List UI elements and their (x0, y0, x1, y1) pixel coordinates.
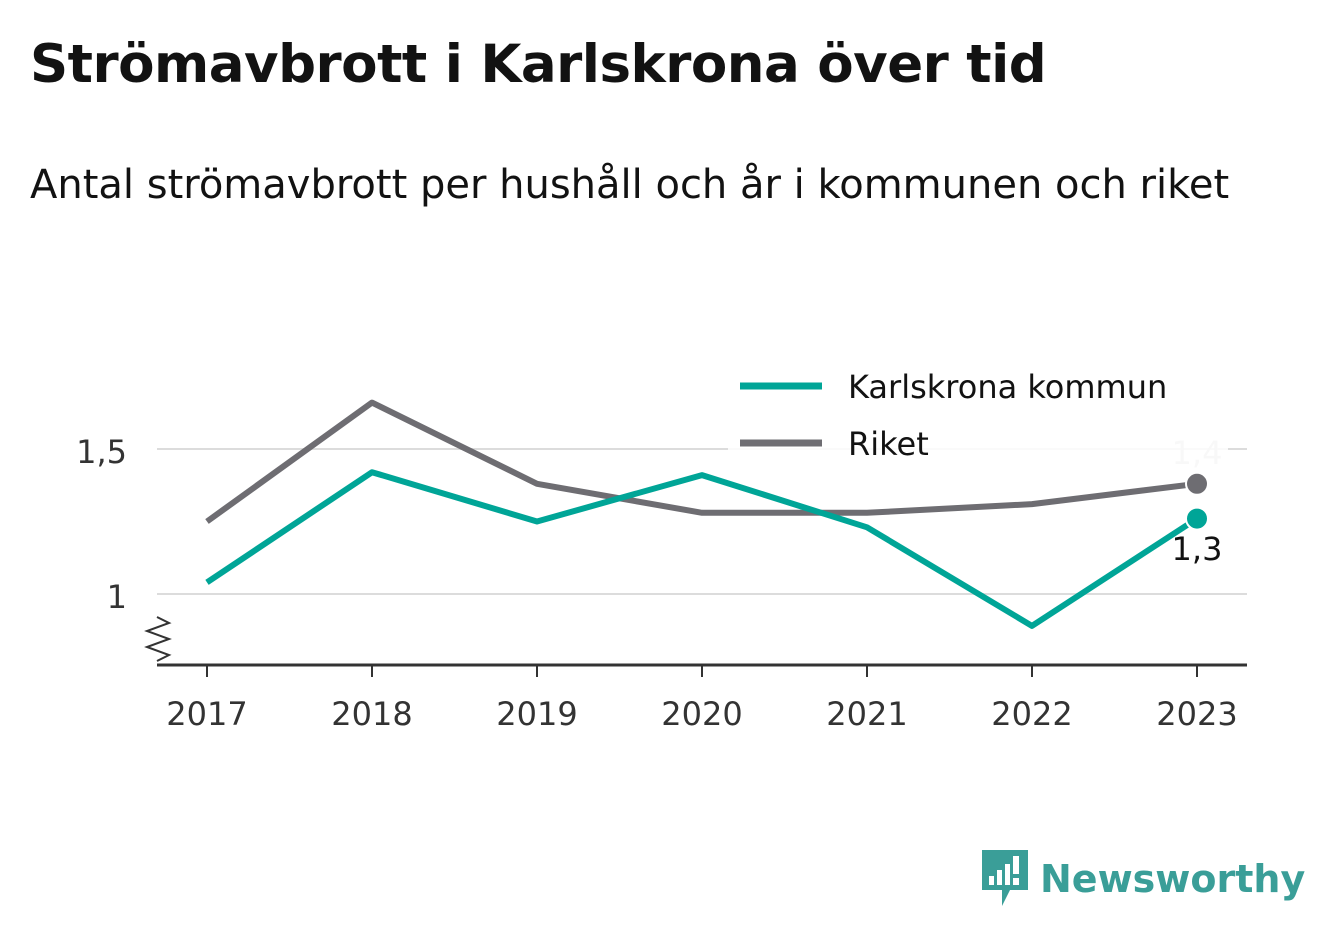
y-tick-label: 1 (107, 578, 127, 616)
chart-title: Strömavbrott i Karlskrona över tid (30, 34, 1047, 95)
brand-name: Newsworthy (1040, 857, 1306, 901)
x-tick-label: 2019 (496, 695, 577, 733)
legend-background (728, 362, 1228, 468)
y-tick-label: 1,5 (76, 433, 127, 471)
x-tick-label: 2018 (331, 695, 412, 733)
x-tick-label: 2022 (991, 695, 1072, 733)
end-point-riket (1185, 471, 1209, 496)
series-line-riket (205, 399, 1198, 524)
newsworthy-logo: Newsworthy (980, 848, 1305, 910)
legend-label: Riket (848, 425, 929, 463)
chart-subtitle: Antal strömavbrott per hushåll och år i … (30, 162, 1230, 208)
end-point-karlskrona (1185, 506, 1209, 531)
y-axis-break-icon (144, 616, 172, 662)
x-tick-label: 2017 (166, 695, 247, 733)
series-line-karlskrona (205, 469, 1199, 629)
x-tick-label: 2020 (661, 695, 742, 733)
x-tick-label: 2023 (1156, 695, 1237, 733)
legend-label: Karlskrona kommun (848, 368, 1167, 406)
end-label-karlskrona: 1,3 (1172, 530, 1223, 568)
newsworthy-bar-chart-icon (982, 850, 1028, 906)
x-tick-label: 2021 (826, 695, 907, 733)
